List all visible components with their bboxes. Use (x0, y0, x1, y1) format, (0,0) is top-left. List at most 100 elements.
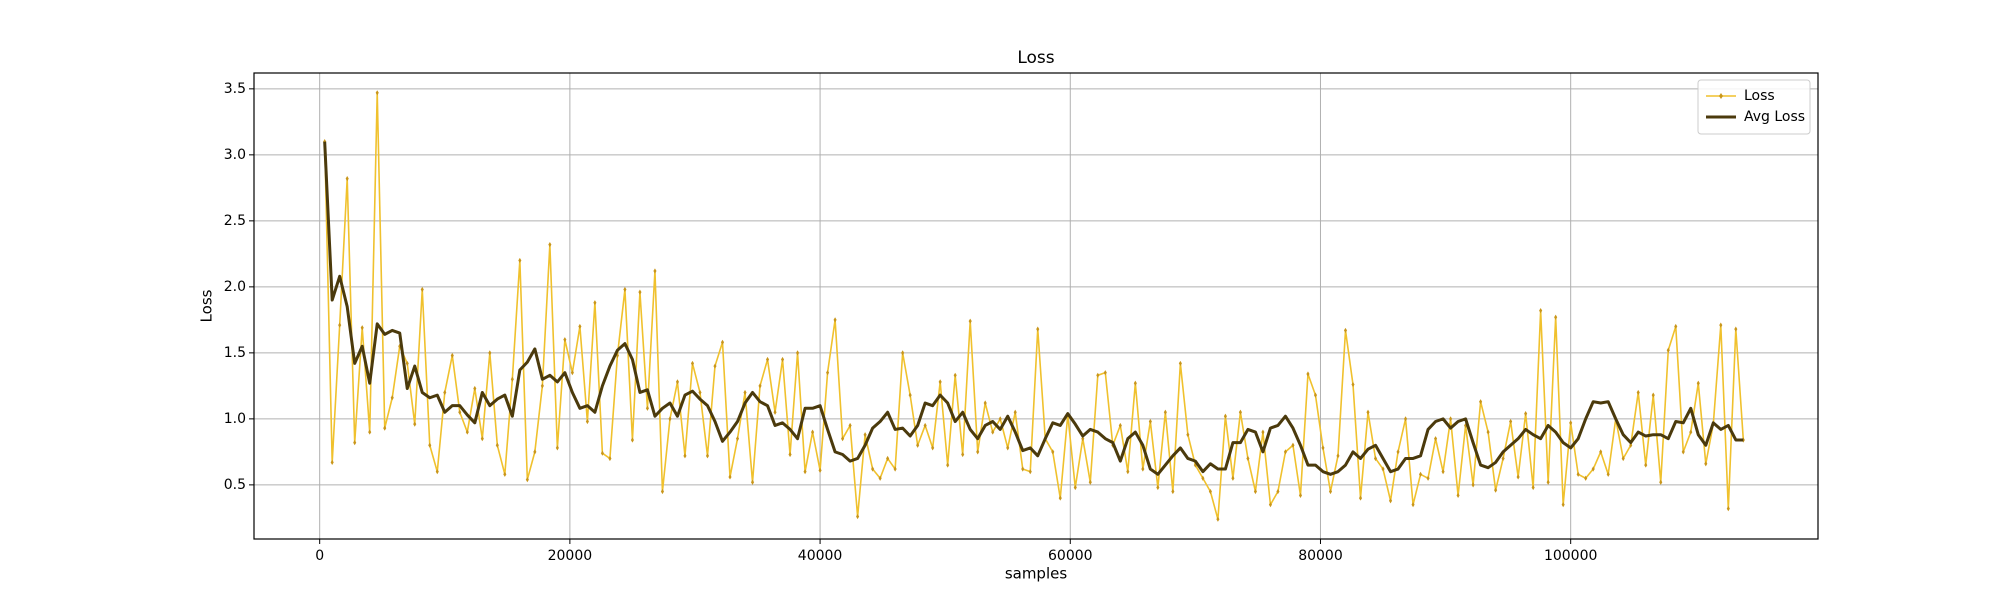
point (750, 479, 755, 485)
point (1426, 475, 1430, 481)
point (713, 363, 717, 369)
point (1141, 466, 1145, 472)
point (938, 379, 942, 385)
point (1726, 506, 1730, 512)
point (698, 389, 702, 396)
point (1539, 308, 1543, 314)
point (1351, 381, 1355, 388)
point (1681, 449, 1685, 455)
point (555, 445, 559, 451)
point (1028, 469, 1032, 475)
point (1313, 392, 1318, 398)
point (585, 418, 589, 425)
point (1509, 418, 1513, 425)
point (360, 325, 364, 331)
point (1479, 399, 1483, 405)
point (901, 350, 905, 356)
point (1343, 327, 1348, 334)
point (1554, 314, 1558, 320)
point (690, 360, 695, 367)
point (1674, 323, 1678, 330)
point (1208, 488, 1212, 495)
point (548, 242, 552, 248)
y-tick-label: 1.5 (224, 345, 246, 361)
point (1261, 429, 1265, 435)
point (795, 350, 800, 356)
x-tick-label: 60000 (1048, 548, 1093, 564)
point (668, 416, 672, 422)
point (1006, 445, 1010, 451)
point (1096, 372, 1100, 378)
point (570, 370, 574, 376)
point (435, 469, 439, 475)
point (488, 350, 492, 356)
point (720, 339, 725, 345)
point (495, 442, 499, 448)
y-tick-label: 2.5 (224, 213, 246, 229)
point (1719, 322, 1723, 328)
y-axis-label: Loss (198, 289, 216, 322)
point (841, 436, 845, 442)
point (998, 416, 1002, 422)
point (758, 383, 762, 389)
point (390, 395, 394, 401)
series-line (323, 141, 1744, 476)
point (968, 318, 972, 324)
x-tick-label: 0 (315, 548, 324, 564)
point (578, 323, 582, 330)
point (833, 317, 837, 323)
plot-frame (253, 72, 1819, 540)
point (1366, 409, 1370, 415)
point (1441, 469, 1445, 475)
point (773, 409, 777, 415)
point (1231, 475, 1235, 481)
point (1201, 475, 1205, 481)
point (1381, 466, 1385, 472)
point (405, 360, 409, 367)
y-tick-label: 3.5 (224, 81, 246, 97)
point (1291, 442, 1295, 448)
point (863, 432, 867, 438)
point (398, 343, 402, 349)
point (1704, 461, 1708, 467)
point (1689, 429, 1693, 435)
point (1494, 487, 1498, 493)
point (1321, 445, 1325, 451)
point (765, 356, 770, 363)
point (803, 469, 807, 475)
point (1013, 409, 1017, 415)
point (450, 352, 454, 359)
point (608, 455, 612, 462)
legend-label: Avg Loss (1744, 109, 1805, 125)
point (1216, 516, 1220, 522)
point (1298, 492, 1303, 499)
point (623, 286, 627, 293)
point (1163, 409, 1167, 415)
point (540, 383, 544, 389)
point (533, 449, 537, 455)
point (916, 442, 920, 448)
legend-marker (1719, 93, 1723, 99)
point (1636, 389, 1640, 396)
point (1524, 410, 1528, 417)
point (480, 436, 484, 442)
x-tick-label: 100000 (1544, 548, 1597, 564)
point (728, 474, 732, 480)
point (1659, 479, 1663, 485)
y-tick-label: 3.0 (224, 147, 246, 163)
point (653, 268, 657, 274)
point (368, 429, 372, 435)
point (1193, 462, 1197, 468)
point (1328, 488, 1333, 495)
point (413, 421, 417, 427)
point (1584, 475, 1588, 481)
point (1561, 502, 1565, 508)
point (1388, 498, 1393, 504)
point (953, 372, 957, 378)
point (1276, 488, 1280, 495)
y-tick-label: 1.0 (224, 411, 246, 427)
point (1396, 449, 1400, 455)
point (675, 379, 680, 385)
point (1456, 492, 1460, 499)
x-tick-label: 80000 (1298, 548, 1343, 564)
